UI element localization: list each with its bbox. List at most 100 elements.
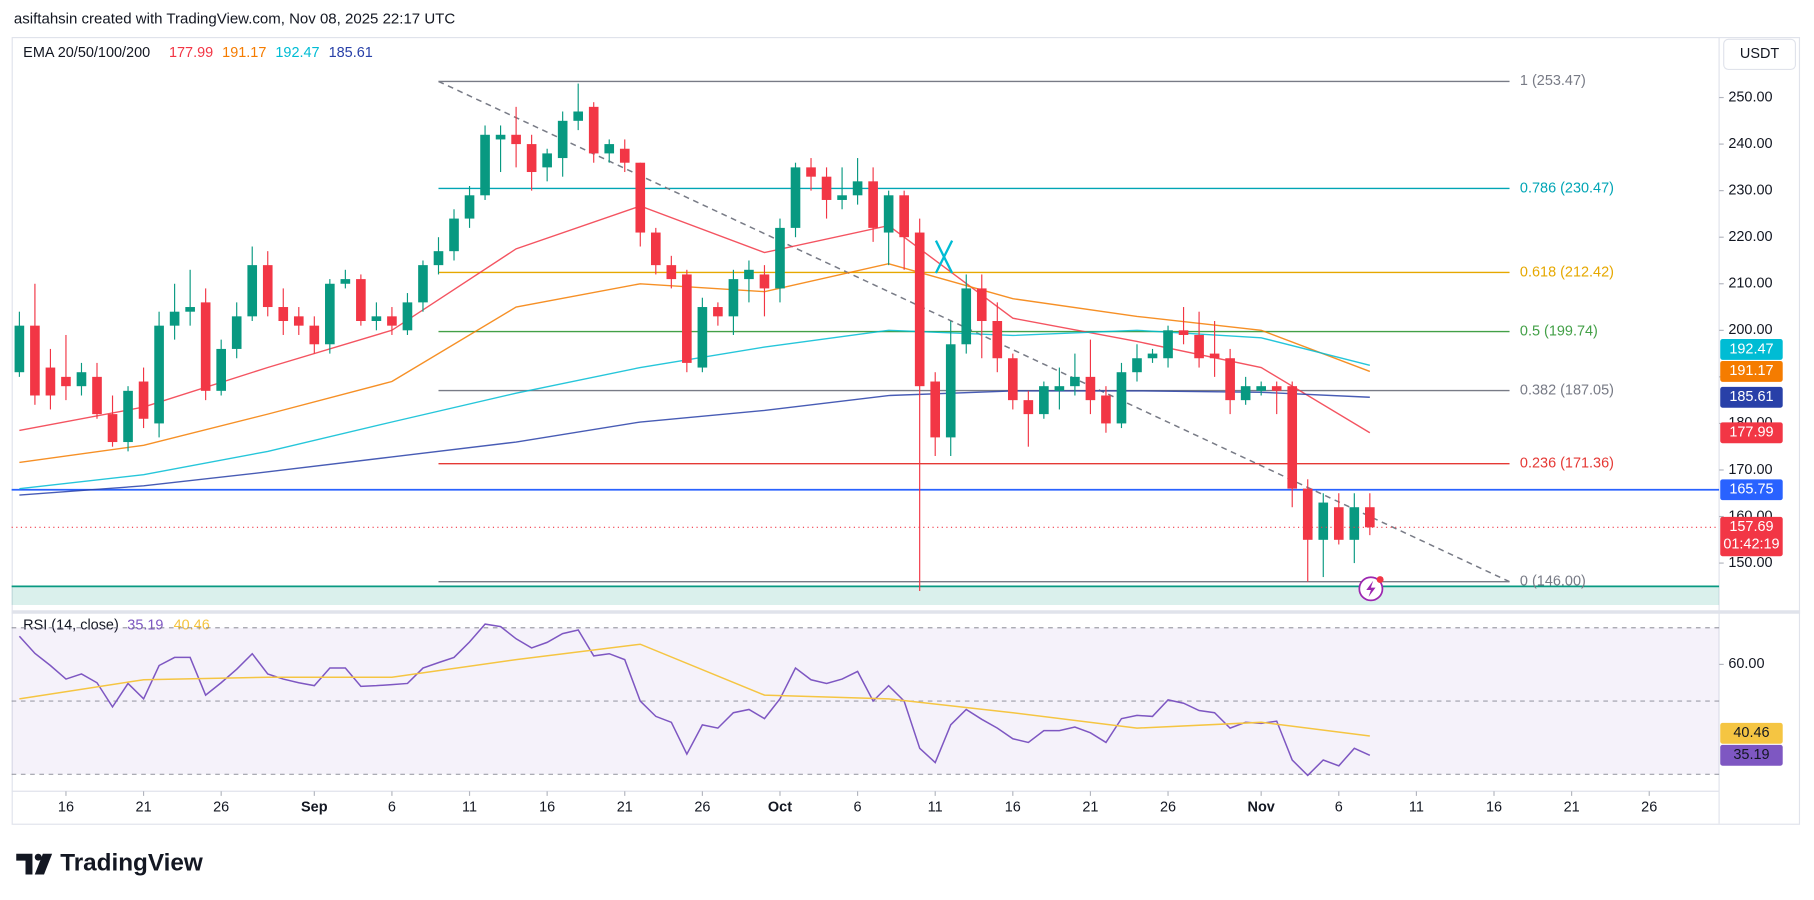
x-tick-label: 26 <box>1641 799 1657 815</box>
x-tick-label: 21 <box>1564 799 1580 815</box>
candle-body <box>1365 507 1375 528</box>
candle-body <box>837 195 847 200</box>
candle-body <box>1101 395 1111 424</box>
candle-body <box>1287 386 1298 489</box>
y-tick-label: 170.00 <box>1728 462 1772 478</box>
last-price-label: 157.69 <box>1729 519 1773 535</box>
x-tick-label: 16 <box>1005 799 1021 815</box>
y-tick-label: 200.00 <box>1728 322 1772 338</box>
candle-body <box>759 274 770 289</box>
x-tick-label: Oct <box>768 799 792 815</box>
price-badge-label: 191.17 <box>1729 363 1773 379</box>
candle-body <box>495 134 506 140</box>
ema-line <box>19 205 1371 434</box>
candle-body <box>619 148 630 163</box>
candle-body <box>325 283 335 345</box>
candle-body <box>371 316 382 322</box>
candle-body <box>728 279 739 317</box>
candle-body <box>1209 353 1220 359</box>
candle-body <box>1054 386 1065 391</box>
rsi-badge-label: 35.19 <box>1733 747 1769 763</box>
candle-body <box>945 344 956 438</box>
logo-shape <box>16 853 33 875</box>
candle-body <box>588 106 599 154</box>
y-tick-label: 230.00 <box>1728 182 1772 198</box>
candle-body <box>961 288 972 345</box>
candle-body <box>1023 400 1034 415</box>
price-badge <box>1720 422 1783 444</box>
candle-body <box>744 269 754 280</box>
rsi-badge-label: 40.46 <box>1733 725 1769 741</box>
candle-body <box>433 251 444 266</box>
candle-body <box>1039 386 1049 415</box>
candle-body <box>92 376 102 415</box>
price-badge <box>1720 339 1783 360</box>
candle-body <box>976 288 987 322</box>
currency-box <box>1723 38 1797 70</box>
fib-label: 0.786 (230.47) <box>1520 180 1614 196</box>
x-tick-label: 11 <box>928 799 943 815</box>
candle-body <box>1147 353 1158 359</box>
legend-value: 177.99 <box>169 45 213 61</box>
candle-body <box>169 311 180 326</box>
candle-body <box>1178 330 1189 335</box>
candle-body <box>1085 376 1096 401</box>
candle-body <box>542 153 552 168</box>
alert-dot <box>1376 576 1384 584</box>
y-tick-label: 150.00 <box>1728 555 1772 571</box>
brand: TradingView <box>60 850 203 877</box>
candle-body <box>30 325 40 396</box>
candle-body <box>1256 386 1266 391</box>
price-badge <box>1720 479 1783 501</box>
logo-shape <box>34 853 42 861</box>
y-tick-label: 240.00 <box>1728 136 1772 152</box>
candle-body <box>1333 507 1344 540</box>
indicator-title: EMA 20/50/100/200 <box>23 45 150 61</box>
candle-body <box>682 274 692 363</box>
x-tick-label: 6 <box>388 799 396 815</box>
price-badge-label: 185.61 <box>1729 389 1773 405</box>
candle-body <box>123 390 133 443</box>
candle-body <box>899 195 909 238</box>
candle-body <box>387 316 397 326</box>
candle-body <box>1132 358 1142 373</box>
candle-body <box>340 279 351 284</box>
cross-mark <box>934 240 954 274</box>
candle-body <box>604 144 615 154</box>
frame <box>11 37 1801 825</box>
candle-body <box>650 232 661 266</box>
candle-body <box>1271 386 1282 391</box>
candle-body <box>309 325 320 345</box>
candle-body <box>821 176 832 200</box>
candle-body <box>418 265 428 303</box>
candle-body <box>573 111 584 121</box>
fib-label: 0.618 (212.42) <box>1520 264 1614 280</box>
x-tick-label: 6 <box>854 799 862 815</box>
candle-body <box>790 167 801 228</box>
header: asiftahsin created with TradingView.com,… <box>14 11 455 28</box>
cross-stroke <box>934 240 954 274</box>
brand-logo <box>16 853 53 875</box>
countdown: 01:42:19 <box>1723 536 1779 552</box>
candle-body <box>914 232 925 387</box>
candle-body <box>76 372 87 387</box>
candle-body <box>713 307 723 317</box>
candle-body <box>852 181 863 196</box>
price-badge-label: 165.75 <box>1729 482 1773 498</box>
candle-body <box>526 144 537 173</box>
x-tick-label: 16 <box>1486 799 1502 815</box>
candle-body <box>278 307 289 322</box>
candle-body <box>1240 386 1251 401</box>
candle-body <box>1070 376 1080 387</box>
candle-body <box>185 307 195 312</box>
rsi-badge <box>1720 722 1783 744</box>
alert-icon[interactable] <box>1358 576 1384 602</box>
candle-body <box>480 134 490 196</box>
fib-label: 0.236 (171.36) <box>1520 455 1614 471</box>
x-tick-label: 6 <box>1335 799 1343 815</box>
candle-body <box>14 325 25 373</box>
x-tick-label: 26 <box>213 799 229 815</box>
x-tick-label: 11 <box>1409 799 1424 815</box>
legend-value: 191.17 <box>222 45 266 61</box>
